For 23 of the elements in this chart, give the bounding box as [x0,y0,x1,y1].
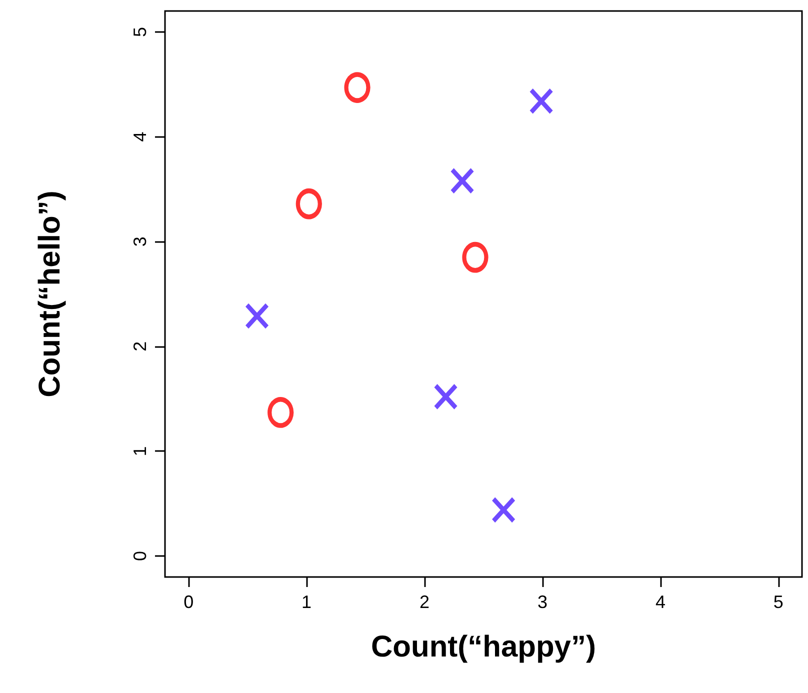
x-tick-label: 1 [302,592,312,612]
point [450,168,475,194]
point [296,188,322,220]
point [491,496,516,524]
x-tick-label: 4 [655,592,666,612]
x-tick-label: 2 [420,592,430,612]
y-tick-label: 4 [130,132,150,142]
point [344,72,371,103]
x-axis-title: Count(“happy”) [371,630,596,664]
point [462,242,488,273]
point [529,88,554,114]
y-axis-title: Count(“hello”) [34,190,66,398]
y-tick-label: 3 [130,236,150,247]
point [244,302,270,330]
point [267,397,294,428]
y-tick-label: 0 [130,551,150,562]
y-tick-label: 1 [130,446,150,456]
x-tick-label: 3 [537,592,548,612]
y-tick-label: 2 [130,341,150,352]
point [434,383,458,410]
x-tick-label: 0 [184,592,194,612]
x-tick-label: 5 [773,592,784,612]
y-tick-label: 5 [130,26,150,37]
